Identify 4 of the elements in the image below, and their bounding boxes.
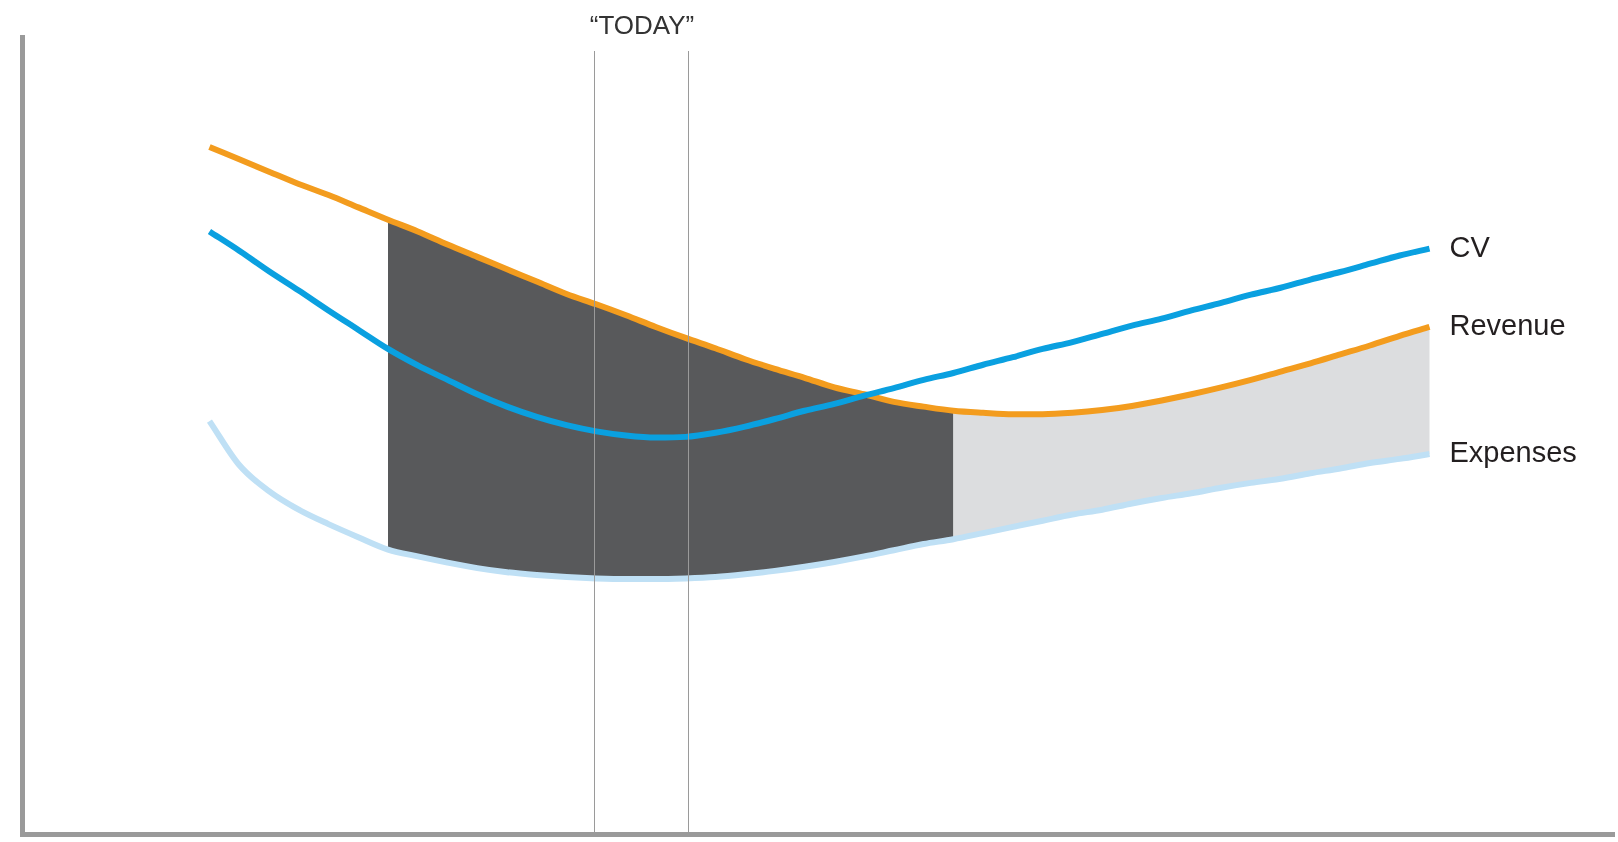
text: “TODAY”: [589, 10, 695, 40]
series-label: CV: [1449, 230, 1491, 263]
series-label: Expenses: [1449, 436, 1577, 469]
series-label: Revenue: [1449, 308, 1566, 341]
